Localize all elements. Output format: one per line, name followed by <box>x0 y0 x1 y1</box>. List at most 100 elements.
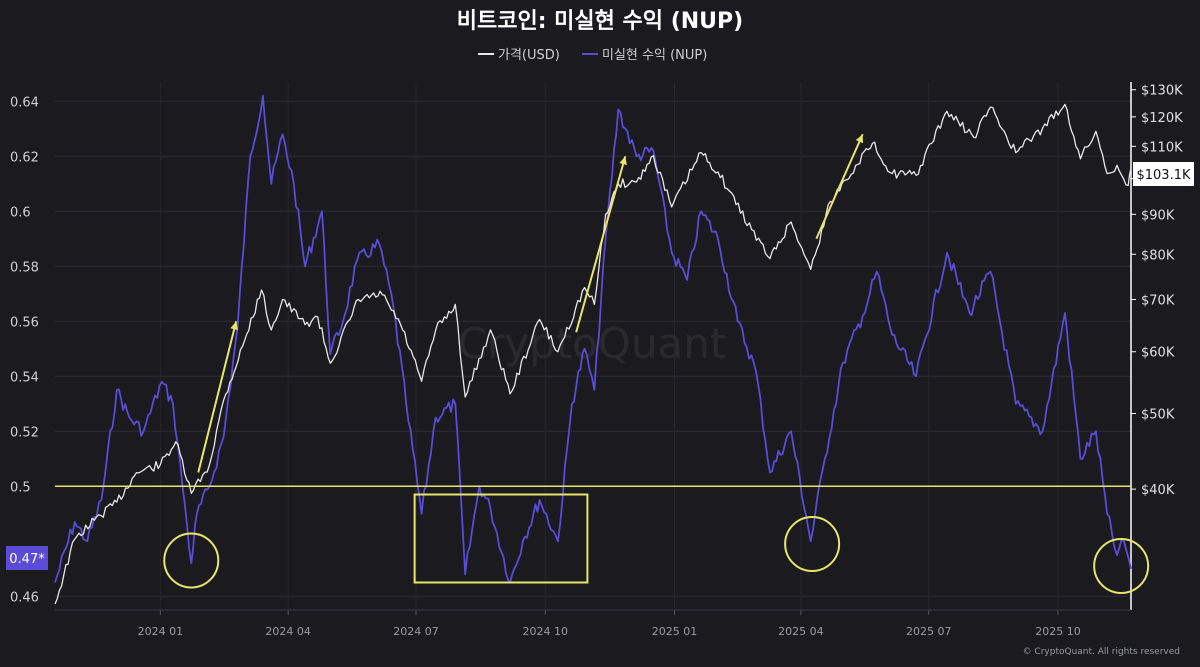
legend-nup-label: 미실현 수익 (NUP) <box>602 48 707 63</box>
price-point <box>790 221 792 223</box>
price-point <box>810 268 812 270</box>
nup-point <box>968 312 970 314</box>
price-point <box>304 323 306 325</box>
left-y-axis: 0.64 0.62 0.6 0.58 0.56 0.54 0.52 0.5 0.46 <box>10 95 39 605</box>
nup-point <box>405 403 407 405</box>
x-tick-label: 2025 04 <box>778 625 824 638</box>
price-point <box>989 106 991 108</box>
x-tick-label: 2025 01 <box>652 625 698 638</box>
current-price-badge: $103.1K <box>1133 162 1194 186</box>
price-point <box>454 303 456 305</box>
nup-point <box>769 471 771 473</box>
price-point <box>557 351 559 353</box>
x-tick-label: 2025 07 <box>906 625 952 638</box>
nup-point <box>670 251 672 253</box>
price-point <box>593 303 595 305</box>
x-tick-label: 2024 01 <box>138 625 184 638</box>
price-point <box>54 603 56 605</box>
right-y-axis: $130K$120K$110K$100K$90K$80K$70K$60K$50K… <box>1131 84 1183 498</box>
price-point <box>434 329 436 331</box>
price-point <box>489 329 491 331</box>
x-tick-label: 2025 10 <box>1035 625 1081 638</box>
trend-arrow-shaft <box>575 155 627 333</box>
nup-point <box>356 260 358 262</box>
left-tick-label: 0.62 <box>10 150 39 165</box>
nup-point <box>862 315 864 317</box>
nup-point <box>190 562 192 564</box>
price-point <box>652 155 654 157</box>
nup-point <box>522 540 524 542</box>
nup-point <box>100 499 102 501</box>
nup-point <box>116 389 118 391</box>
price-point <box>972 136 974 138</box>
annotations <box>163 133 1150 594</box>
nup-point <box>1015 403 1017 405</box>
right-tick-label: $80K <box>1141 248 1175 263</box>
left-tick-label: 0.52 <box>10 425 39 440</box>
price-point <box>717 171 719 173</box>
left-tick-label: 0.6 <box>10 205 31 220</box>
nup-point <box>717 238 719 240</box>
price-point <box>260 289 262 291</box>
nup-point <box>571 403 573 405</box>
nup-point <box>464 573 466 575</box>
nup-point <box>172 403 174 405</box>
nup-point <box>1041 430 1043 432</box>
nup-point <box>489 507 491 509</box>
nup-point <box>270 183 272 185</box>
trend-arrow-shaft <box>197 321 238 473</box>
left-tick-label: 0.56 <box>10 315 39 330</box>
current-price-value: $103.1K <box>1136 168 1190 183</box>
price-point <box>751 229 753 231</box>
x-axis: 2024 01 2024 04 2024 07 2024 10 2025 01 2025 … <box>138 610 1081 638</box>
legend: 가격(USD) 미실현 수익 (NUP) <box>478 48 707 63</box>
nup-point <box>686 279 688 281</box>
right-tick-label: $50K <box>1141 408 1175 423</box>
x-tick-label: 2024 07 <box>393 625 439 638</box>
price-point <box>93 519 95 521</box>
trend-arrow-head <box>855 134 863 144</box>
trend-arrow-shaft <box>815 133 864 240</box>
price-point <box>1106 172 1108 174</box>
left-tick-label: 0.58 <box>10 260 39 275</box>
nup-point <box>557 540 559 542</box>
price-point <box>135 471 137 473</box>
price-point <box>381 293 383 295</box>
price-point <box>222 399 224 401</box>
price-point <box>464 396 466 398</box>
price-point <box>509 393 511 395</box>
x-tick-label: 2024 04 <box>265 625 311 638</box>
nup-point <box>617 108 619 110</box>
price-point <box>243 339 245 341</box>
credit: © CryptoQuant. All rights reserved <box>1023 647 1180 657</box>
right-tick-label: $110K <box>1141 140 1183 155</box>
price-point <box>871 142 873 144</box>
highlight-circle <box>784 516 841 572</box>
price-point <box>1116 164 1118 166</box>
nup-point <box>478 485 480 487</box>
nup-series-line <box>54 94 1132 584</box>
nup-point <box>208 485 210 487</box>
x-tick-label: 2024 10 <box>522 625 568 638</box>
nup-point <box>1095 430 1097 432</box>
price-point <box>635 181 637 183</box>
left-tick-label: 0.64 <box>10 95 39 110</box>
price-point <box>175 441 177 443</box>
price-point <box>73 538 75 540</box>
nup-point <box>1064 312 1066 314</box>
nup-point <box>824 458 826 460</box>
nup-point <box>161 381 163 383</box>
nup-point <box>946 251 948 253</box>
trend-arrow-head <box>619 156 627 166</box>
price-point <box>829 200 831 202</box>
nup-point <box>593 389 595 391</box>
price-point <box>116 501 118 503</box>
price-point <box>420 380 422 382</box>
current-nup-badge: 0.47* <box>6 546 48 570</box>
price-point <box>208 463 210 465</box>
nup-point <box>790 430 792 432</box>
nup-point <box>281 133 283 135</box>
price-point <box>1079 158 1081 160</box>
nup-point <box>652 150 654 152</box>
